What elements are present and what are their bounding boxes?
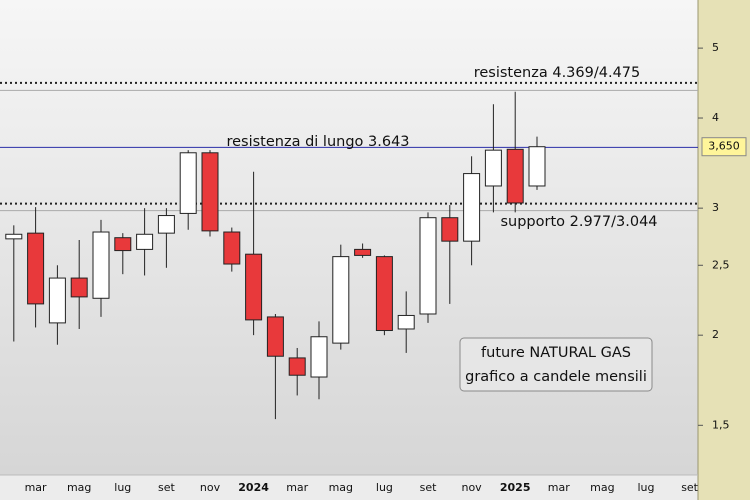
- candle-body: [332, 256, 350, 344]
- x-tick-label: nov: [200, 481, 221, 494]
- candle-body: [245, 253, 263, 321]
- candle-body: [441, 217, 459, 242]
- candle-body: [528, 146, 546, 187]
- candle-body: [419, 217, 437, 315]
- candle-body: [354, 248, 372, 256]
- x-tick-label: mag: [329, 481, 353, 494]
- x-tick-label: mag: [590, 481, 614, 494]
- x-tick-label: mar: [286, 481, 308, 494]
- candle-body: [506, 148, 524, 204]
- overlay: 1,522,53453marmaglugsetnov2024marmaglugs…: [25, 41, 747, 494]
- candle-body: [27, 232, 45, 305]
- x-tick-label: nov: [461, 481, 482, 494]
- candle-body: [157, 215, 175, 234]
- x-tick-label: lug: [376, 481, 393, 494]
- x-axis-area: [0, 475, 698, 500]
- x-tick-label: mar: [548, 481, 570, 494]
- candle-body: [310, 336, 328, 378]
- candle-body: [70, 277, 88, 298]
- y-axis-area: [698, 0, 750, 500]
- x-tick-label: set: [681, 481, 698, 494]
- last-price-label: 3,650: [708, 140, 740, 153]
- candle-body: [48, 277, 66, 324]
- chart-title: future NATURAL GAS: [481, 345, 631, 361]
- candle-body: [484, 149, 502, 187]
- candle-body: [201, 152, 219, 232]
- annotation: resistenza 4.369/4.475: [474, 65, 641, 81]
- x-tick-label: mag: [67, 481, 91, 494]
- candle-body: [92, 231, 110, 299]
- x-tick-label: mar: [25, 481, 47, 494]
- x-tick-label: lug: [114, 481, 131, 494]
- last-price-box: [701, 137, 747, 157]
- y-tick-label: 3: [712, 201, 719, 214]
- title-box: [459, 337, 653, 392]
- y-tick-label: 2: [712, 328, 719, 341]
- candle-body: [288, 357, 306, 376]
- candle-body: [397, 314, 415, 330]
- candle-body: [223, 231, 241, 265]
- candle-body: [5, 233, 23, 240]
- x-tick-label: 2025: [500, 481, 531, 494]
- candle-body: [136, 233, 154, 250]
- chart-subtitle: grafico a candele mensili: [465, 369, 647, 385]
- annotation: resistenza di lungo 3.643: [226, 134, 409, 150]
- candle-body: [179, 152, 197, 214]
- y-tick-label: 2,5: [712, 258, 730, 271]
- candle-body: [266, 316, 284, 357]
- annotation: supporto 2.977/3.044: [500, 214, 657, 230]
- x-tick-label: set: [158, 481, 175, 494]
- candle-body: [375, 256, 393, 332]
- x-tick-label: 2024: [238, 481, 269, 494]
- y-tick-label: 5: [712, 41, 719, 54]
- y-tick-label: 4: [712, 111, 719, 124]
- candle-body: [114, 237, 132, 252]
- plot: [0, 81, 698, 420]
- x-tick-label: lug: [637, 481, 654, 494]
- y-tick-label: 1,5: [712, 418, 730, 431]
- candle-body: [463, 173, 481, 242]
- x-tick-label: set: [420, 481, 437, 494]
